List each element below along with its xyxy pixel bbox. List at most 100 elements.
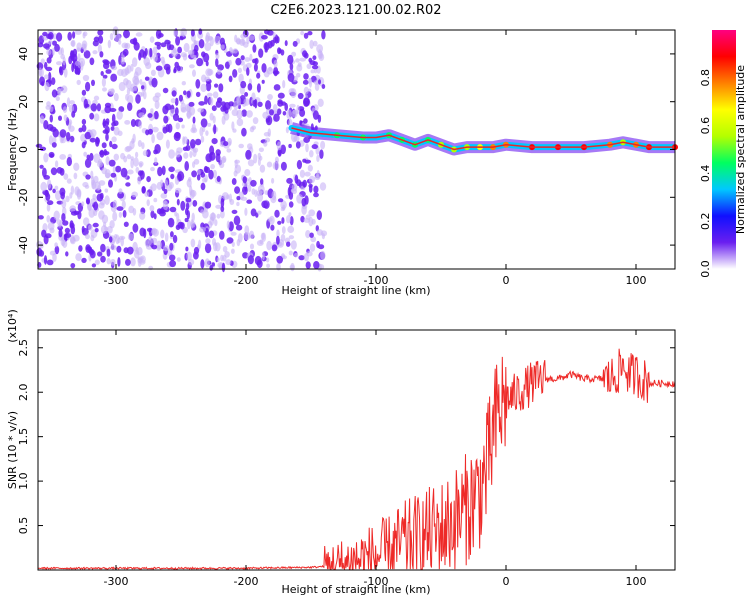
noise-point	[262, 111, 269, 119]
noise-point	[127, 233, 134, 241]
noise-point	[244, 92, 249, 97]
noise-point	[111, 121, 116, 127]
noise-point	[321, 84, 326, 89]
noise-point	[305, 230, 311, 239]
noise-point	[46, 215, 51, 223]
noise-point	[213, 124, 217, 135]
noise-point	[177, 46, 183, 54]
noise-point	[120, 236, 124, 247]
noise-point	[237, 67, 242, 74]
noise-point	[86, 154, 90, 160]
noise-point	[52, 128, 59, 138]
noise-point	[72, 31, 76, 39]
noise-point	[162, 200, 169, 211]
noise-point	[220, 198, 225, 208]
noise-point	[110, 88, 115, 94]
noise-point	[182, 146, 188, 151]
noise-point	[196, 169, 201, 177]
noise-point	[125, 79, 132, 89]
noise-point	[54, 245, 60, 255]
noise-point	[54, 242, 58, 248]
noise-point	[182, 136, 188, 144]
y-tick-label: 2.0	[17, 383, 30, 401]
snr-y-ticks: 0.5 1.0 1.5 2.0 2.5	[17, 339, 675, 534]
noise-point	[185, 197, 192, 203]
noise-point	[46, 179, 52, 190]
noise-point	[35, 143, 43, 148]
noise-point	[91, 79, 95, 87]
noise-point	[145, 129, 150, 136]
x-tick-label: -200	[234, 274, 259, 287]
noise-point	[280, 144, 286, 155]
noise-point	[231, 209, 238, 214]
noise-point	[81, 141, 86, 149]
noise-point	[316, 240, 320, 249]
snr-y-label: SNR (10 * v/v)	[6, 411, 19, 489]
noise-point	[190, 139, 196, 149]
noise-point	[97, 160, 104, 168]
noise-point	[56, 61, 63, 66]
noise-point	[104, 102, 112, 108]
noise-point	[252, 44, 257, 53]
noise-point	[316, 44, 323, 54]
noise-point	[193, 158, 200, 165]
noise-point	[128, 205, 135, 214]
noise-point	[244, 207, 248, 216]
noise-point	[82, 32, 86, 39]
noise-point	[58, 228, 63, 238]
noise-point	[247, 184, 252, 192]
noise-point	[174, 97, 179, 106]
noise-point	[173, 68, 177, 74]
noise-point	[205, 153, 213, 163]
colorbar-ticks: 0.0 0.2 0.4 0.6 0.8	[699, 69, 712, 278]
noise-point	[125, 145, 133, 152]
noise-point	[223, 141, 229, 147]
noise-point	[85, 233, 90, 240]
noise-point	[49, 153, 54, 158]
noise-point	[173, 131, 181, 142]
noise-point	[234, 186, 241, 194]
noise-point	[169, 242, 174, 251]
noise-point	[137, 140, 142, 147]
noise-point	[297, 62, 302, 67]
noise-point	[282, 80, 286, 89]
noise-point	[121, 200, 126, 209]
noise-point	[159, 210, 166, 217]
noise-point	[131, 138, 135, 144]
noise-point	[226, 220, 230, 229]
noise-point	[220, 210, 225, 219]
noise-point	[98, 202, 105, 209]
noise-point	[141, 142, 145, 150]
noise-point	[209, 145, 215, 156]
noise-point	[40, 181, 47, 192]
noise-point	[185, 207, 189, 216]
noise-point	[92, 50, 98, 55]
noise-point	[47, 221, 55, 231]
noise-point	[281, 226, 286, 235]
noise-point	[280, 206, 285, 212]
noise-point	[220, 206, 225, 212]
noise-point	[142, 150, 148, 157]
noise-point	[43, 235, 49, 245]
noise-point	[200, 118, 208, 128]
noise-point	[117, 257, 121, 267]
noise-point	[97, 29, 104, 36]
noise-point	[281, 217, 285, 224]
noise-point	[122, 48, 129, 57]
noise-point	[316, 229, 323, 236]
noise-point	[122, 210, 127, 218]
noise-point	[135, 94, 141, 104]
noise-point	[133, 41, 140, 51]
noise-point	[253, 153, 258, 164]
noise-point	[170, 231, 174, 238]
noise-point	[100, 255, 106, 263]
noise-point	[198, 39, 205, 49]
noise-point	[288, 143, 292, 149]
noise-point	[263, 132, 270, 137]
noise-point	[91, 263, 97, 268]
noise-point	[111, 143, 118, 150]
noise-point	[111, 113, 116, 124]
noise-point	[164, 232, 169, 242]
noise-point	[49, 250, 56, 256]
noise-point	[195, 138, 202, 146]
